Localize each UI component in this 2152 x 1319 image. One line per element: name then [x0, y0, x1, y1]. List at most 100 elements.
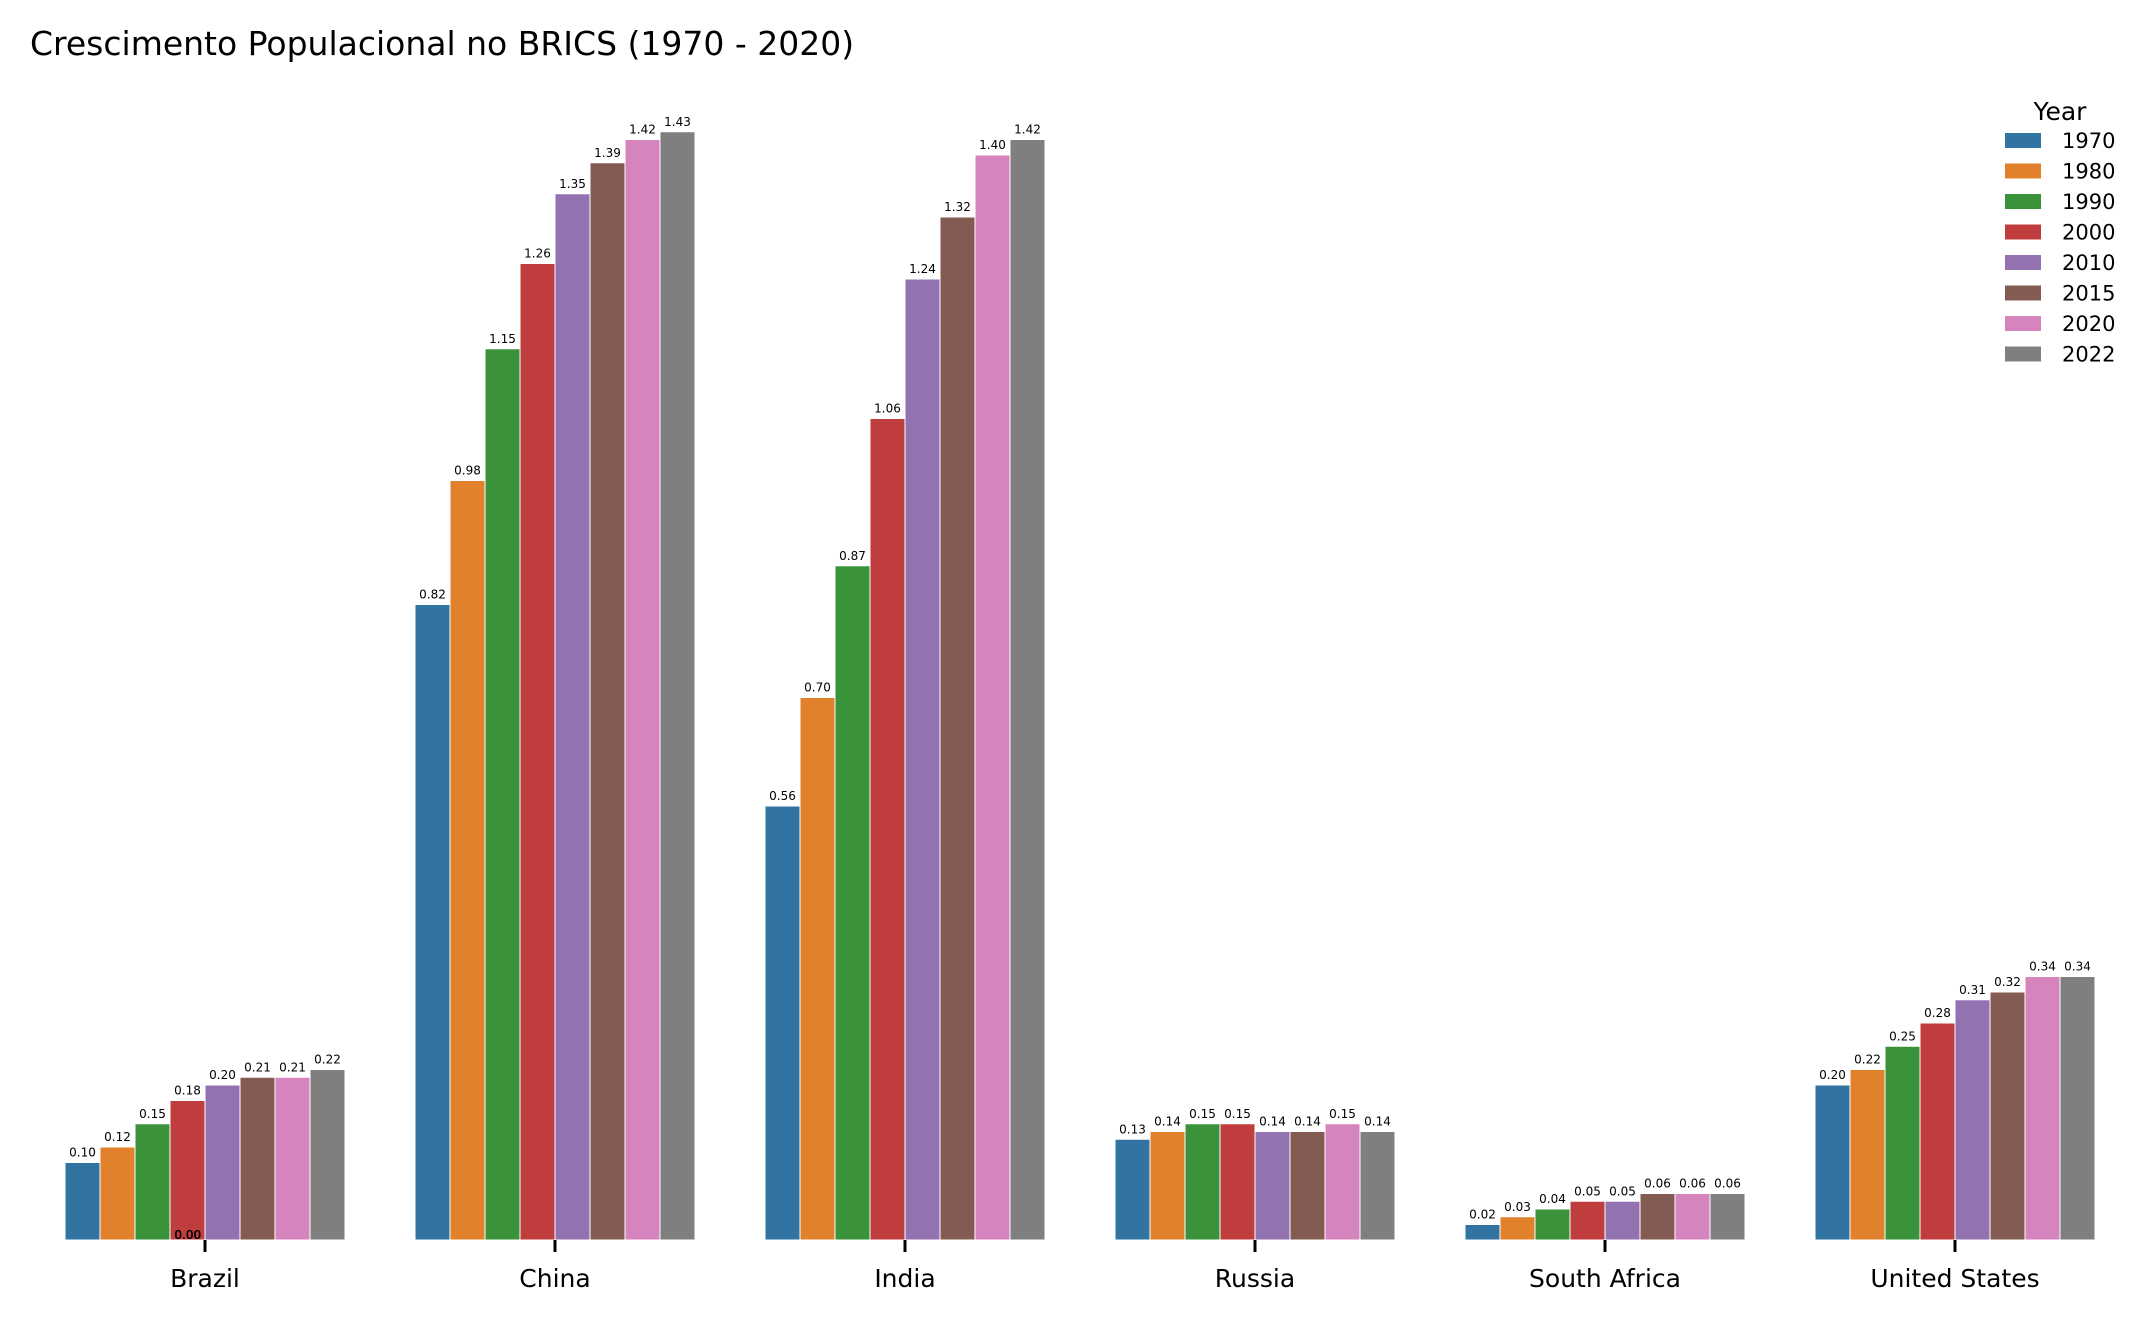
bar-russia-1980: [1149, 1131, 1186, 1241]
value-label-india-2022: 1.42: [1014, 123, 1041, 137]
bar-china-1990: [484, 348, 521, 1241]
legend-swatch-1970: [2005, 133, 2041, 148]
value-label-india-2015: 1.32: [944, 200, 971, 214]
bar-india-1970: [764, 805, 801, 1241]
value-label-south-africa-2015: 0.06: [1644, 1177, 1671, 1191]
bar-china-2015: [589, 162, 626, 1241]
legend-swatch-2010: [2005, 255, 2041, 270]
bar-south-africa-2022: [1709, 1193, 1746, 1241]
bar-brazil-2020: [274, 1076, 311, 1241]
bar-south-africa-1990: [1534, 1208, 1571, 1241]
value-label-russia-1970: 0.13: [1119, 1122, 1146, 1136]
value-label-south-africa-2020: 0.06: [1679, 1177, 1706, 1191]
bar-india-2022: [1009, 139, 1046, 1241]
value-label-south-africa-1980: 0.03: [1504, 1200, 1531, 1214]
bar-india-1980: [799, 697, 836, 1241]
bar-china-2020: [624, 139, 661, 1241]
value-label-brazil-1970: 0.10: [69, 1146, 96, 1160]
value-label-brazil-2010: 0.20: [209, 1068, 236, 1082]
bar-india-2015: [939, 216, 976, 1241]
x-tick-label-india: India: [874, 1264, 935, 1293]
legend-label-2015: 2015: [2062, 282, 2115, 306]
value-label-united-states-1980: 0.22: [1854, 1053, 1881, 1067]
x-tick-label-brazil: Brazil: [170, 1264, 240, 1293]
value-label-united-states-2015: 0.32: [1994, 975, 2021, 989]
value-label-united-states-2022: 0.34: [2064, 960, 2091, 974]
bar-united-states-1990: [1884, 1045, 1921, 1241]
value-label-russia-2015: 0.14: [1294, 1115, 1321, 1129]
bar-russia-1990: [1184, 1123, 1221, 1241]
bar-india-2020: [974, 154, 1011, 1241]
bar-russia-2000: [1219, 1123, 1256, 1241]
legend-label-1990: 1990: [2062, 190, 2115, 214]
bar-united-states-2015: [1989, 991, 2026, 1241]
bar-brazil-1970: [64, 1162, 101, 1241]
annotation-zero-label: 0.00: [175, 1228, 202, 1242]
bar-china-2022: [659, 131, 696, 1241]
bar-brazil-1980: [99, 1146, 136, 1241]
legend-swatch-2020: [2005, 316, 2041, 331]
value-label-south-africa-2000: 0.05: [1574, 1184, 1601, 1198]
legend-swatch-2022: [2005, 346, 2041, 362]
legend-label-2022: 2022: [2062, 343, 2115, 367]
bar-united-states-2000: [1919, 1022, 1956, 1241]
legend-swatch-1990: [2005, 194, 2041, 209]
value-label-russia-1980: 0.14: [1154, 1115, 1181, 1129]
bar-india-2010: [904, 278, 941, 1241]
value-label-russia-1990: 0.15: [1189, 1107, 1216, 1121]
value-label-south-africa-2010: 0.05: [1609, 1184, 1636, 1198]
value-label-china-2022: 1.43: [664, 115, 691, 129]
legend-label-2010: 2010: [2062, 251, 2115, 275]
value-label-china-2020: 1.42: [629, 123, 656, 137]
bar-brazil-2015: [239, 1076, 276, 1241]
bar-brazil-2010: [204, 1084, 241, 1241]
value-label-india-2020: 1.40: [979, 138, 1006, 152]
value-label-brazil-1990: 0.15: [139, 1107, 166, 1121]
bar-china-2010: [554, 193, 591, 1241]
annotation-zero-label: 0.00: [174, 1228, 201, 1242]
bar-china-1980: [449, 480, 486, 1241]
bar-south-africa-2020: [1674, 1193, 1711, 1241]
legend-title: Year: [2033, 97, 2088, 126]
bar-united-states-1970: [1814, 1084, 1851, 1241]
legend: Year 1970 1980 1990 2000 2010 2015 2020 2022: [2005, 97, 2115, 367]
value-label-brazil-2020: 0.21: [279, 1060, 306, 1074]
bar-russia-2015: [1289, 1131, 1326, 1241]
value-label-brazil-2015: 0.21: [244, 1060, 271, 1074]
bar-china-1970: [414, 604, 451, 1241]
bar-russia-2020: [1324, 1123, 1361, 1241]
bar-brazil-2000: [169, 1100, 206, 1241]
value-label-russia-2020: 0.15: [1329, 1107, 1356, 1121]
value-label-india-2010: 1.24: [909, 262, 936, 276]
value-label-united-states-2010: 0.31: [1959, 983, 1986, 997]
value-label-china-2015: 1.39: [594, 146, 621, 160]
value-label-china-2010: 1.35: [559, 177, 586, 191]
bar-united-states-1980: [1849, 1069, 1886, 1241]
value-label-china-2000: 1.26: [524, 247, 551, 261]
legend-label-1970: 1970: [2062, 129, 2115, 153]
bar-united-states-2020: [2024, 976, 2061, 1241]
legend-swatch-2015: [2005, 285, 2041, 301]
value-label-south-africa-1970: 0.02: [1469, 1208, 1496, 1222]
bar-south-africa-1970: [1464, 1224, 1501, 1241]
bar-russia-2010: [1254, 1131, 1291, 1241]
value-label-south-africa-2022: 0.06: [1714, 1177, 1741, 1191]
x-tick-label-russia: Russia: [1215, 1264, 1295, 1293]
bar-united-states-2010: [1954, 999, 1991, 1241]
value-label-india-1980: 0.70: [804, 681, 831, 695]
value-label-india-2000: 1.06: [874, 402, 901, 416]
value-label-united-states-2000: 0.28: [1924, 1006, 1951, 1020]
x-tick-label-united-states: United States: [1870, 1264, 2039, 1293]
legend-label-2000: 2000: [2062, 221, 2115, 245]
legend-swatch-1980: [2005, 163, 2041, 179]
bar-india-2000: [869, 418, 906, 1241]
value-label-united-states-1990: 0.25: [1889, 1029, 1916, 1043]
bar-india-1990: [834, 565, 871, 1241]
bar-south-africa-2010: [1604, 1200, 1641, 1241]
value-label-south-africa-1990: 0.04: [1539, 1192, 1566, 1206]
chart-title: Crescimento Populacional no BRICS (1970 …: [30, 24, 854, 63]
bar-brazil-2022: [309, 1069, 346, 1241]
value-label-china-1970: 0.82: [419, 588, 446, 602]
bar-south-africa-2015: [1639, 1193, 1676, 1241]
x-tick-label-south-africa: South Africa: [1529, 1264, 1681, 1293]
